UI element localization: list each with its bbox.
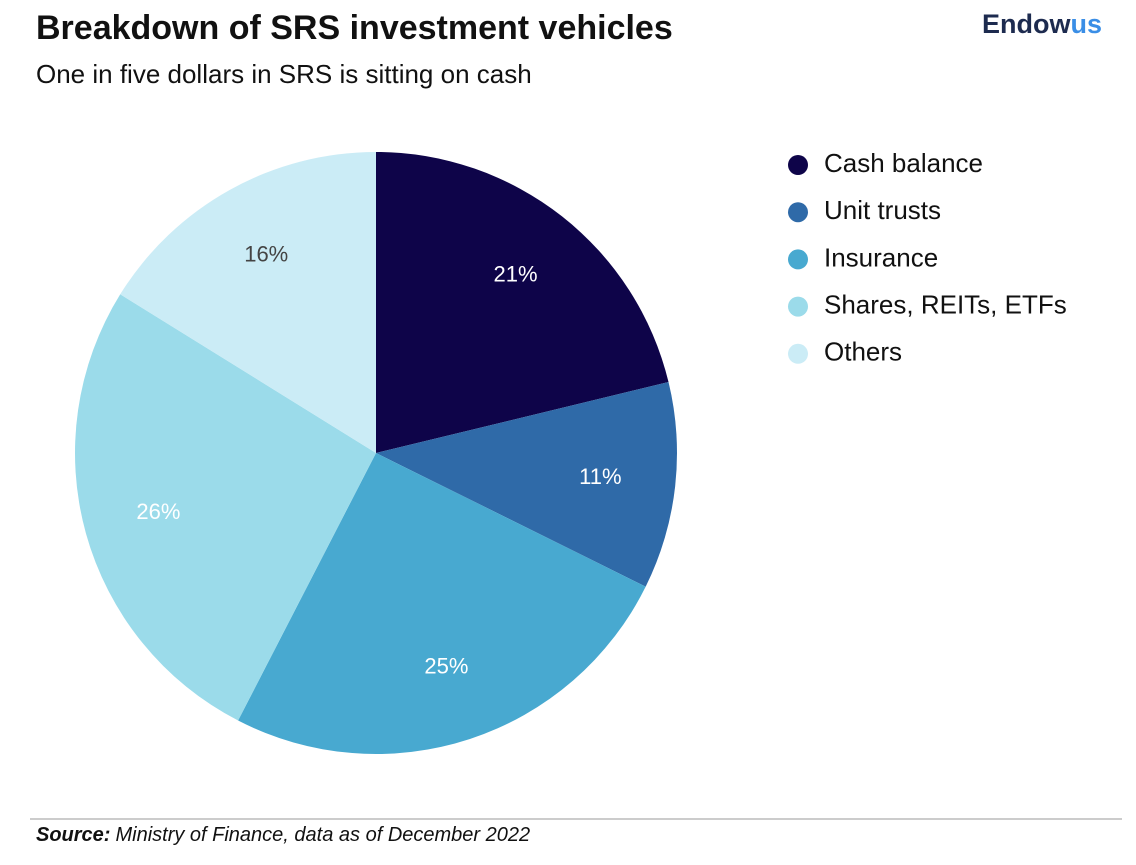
legend-swatch: [788, 296, 808, 317]
legend: Cash balance Unit trusts Insurance Shares, …: [788, 148, 1067, 367]
slice-label: 26%: [136, 499, 180, 524]
brand-accent: us: [1070, 9, 1102, 39]
slice-label: 16%: [244, 242, 288, 267]
chart-subtitle: One in five dollars in SRS is sitting on…: [36, 59, 532, 89]
legend-label: Insurance: [824, 242, 938, 272]
pie-slice: [238, 453, 646, 755]
chart-title: Breakdown of SRS investment vehicles: [36, 9, 673, 47]
brand-main: Endow: [982, 9, 1071, 39]
slice-label: 21%: [494, 261, 538, 286]
source-label: Source:: [36, 824, 110, 846]
pie-slice: [120, 152, 377, 453]
pie: 21% 11% 25% 26% 16%: [74, 152, 677, 755]
slice-label: 11%: [579, 464, 621, 489]
legend-swatch: [788, 202, 808, 223]
pie-slice: [376, 382, 677, 587]
legend-swatch: [788, 249, 808, 270]
brand-logo: Endowus: [982, 9, 1102, 39]
legend-label: Cash balance: [824, 148, 983, 178]
pie-slice: [376, 152, 669, 453]
legend-label: Unit trusts: [824, 195, 941, 225]
pie-slice: [74, 294, 377, 721]
legend-label: Shares, REITs, ETFs: [824, 289, 1067, 319]
slice-label: 25%: [424, 653, 468, 678]
source-note: Source: Ministry of Finance, data as of D…: [36, 824, 530, 846]
legend-label: Others: [824, 337, 902, 367]
source-text: Ministry of Finance, data as of December…: [115, 824, 530, 846]
legend-swatch: [788, 155, 808, 175]
legend-swatch: [788, 343, 808, 364]
